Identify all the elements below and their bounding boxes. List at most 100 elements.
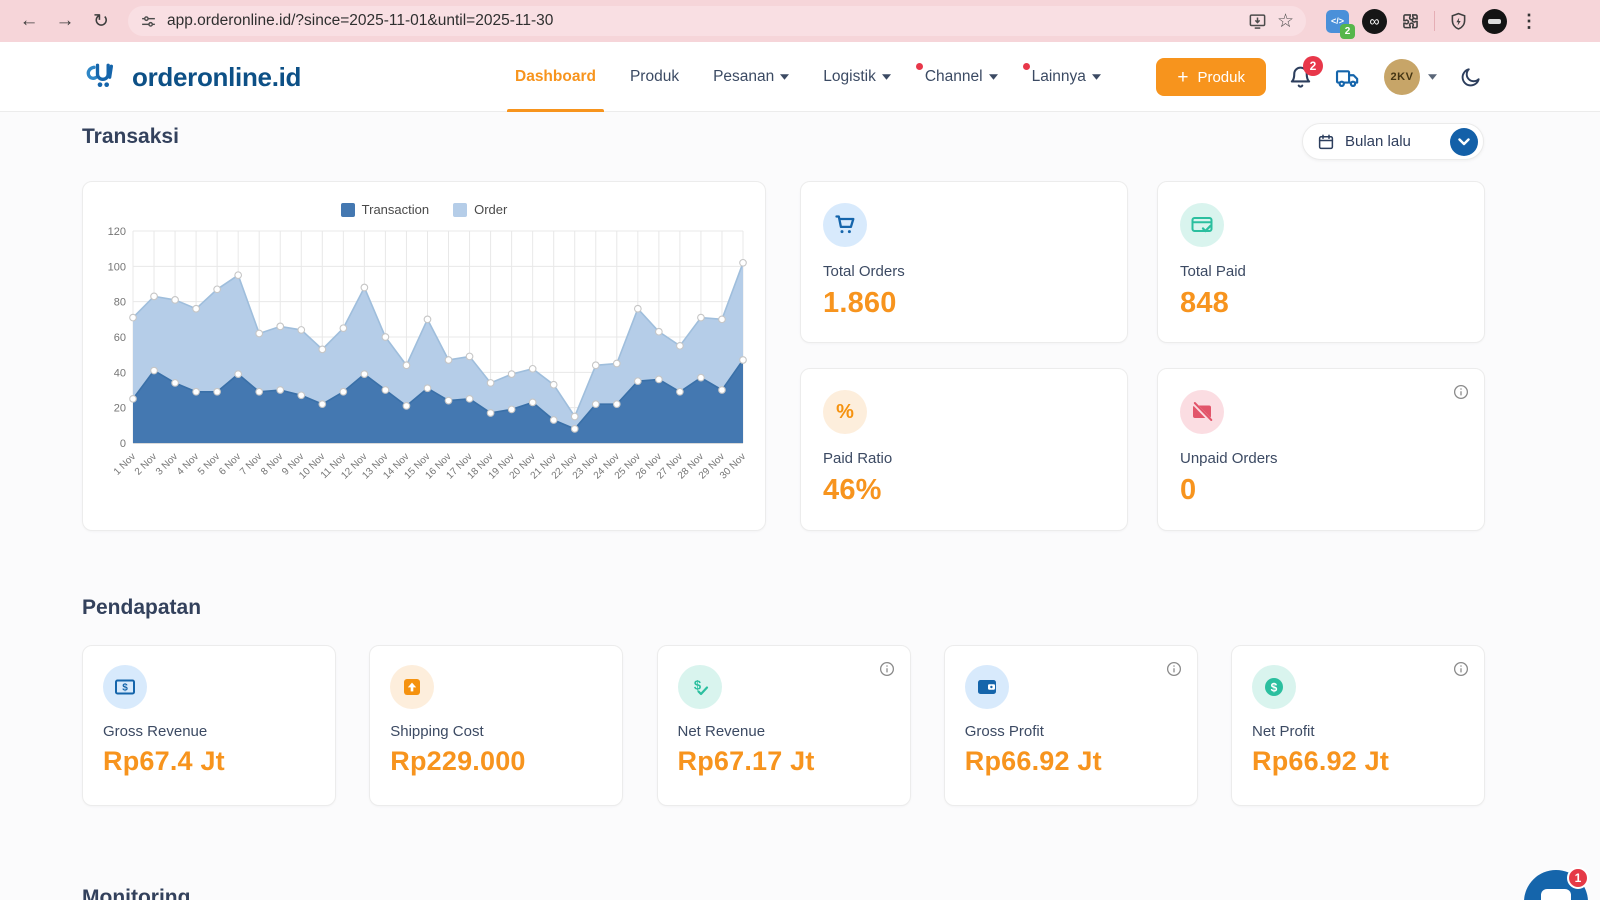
svg-text:20: 20 bbox=[114, 403, 126, 415]
revenue-value: Rp67.4 Jt bbox=[103, 746, 315, 777]
cart-icon bbox=[823, 203, 867, 247]
pendapatan-title: Pendapatan bbox=[82, 596, 201, 620]
stat-label: Total Paid bbox=[1180, 263, 1462, 280]
revenue-value: Rp67.17 Jt bbox=[678, 746, 890, 777]
chevron-down-icon bbox=[882, 74, 891, 80]
svg-text:6 Nov: 6 Nov bbox=[217, 451, 243, 477]
gross-revenue-card: $ Gross Revenue Rp67.4 Jt bbox=[82, 645, 336, 806]
stat-label: Unpaid Orders bbox=[1180, 450, 1462, 467]
round-extension-icon[interactable]: ∞ bbox=[1362, 9, 1387, 34]
date-range-filter[interactable]: Bulan lalu bbox=[1302, 123, 1484, 160]
legend-transaction[interactable]: Transaction bbox=[341, 202, 429, 217]
chart-legend: Transaction Order bbox=[97, 196, 751, 221]
percent-icon: % bbox=[823, 390, 867, 434]
main-nav: Dashboard Produk Pesanan Logistik Channe… bbox=[515, 42, 1101, 112]
svg-text:8 Nov: 8 Nov bbox=[259, 451, 285, 477]
gross-profit-card: Gross Profit Rp66.92 Jt bbox=[944, 645, 1198, 806]
notification-count-badge: 2 bbox=[1303, 56, 1323, 76]
brand-logo[interactable]: orderonline.id bbox=[82, 42, 301, 112]
stat-value: 46% bbox=[823, 474, 1105, 507]
date-filter-expand-button[interactable] bbox=[1450, 128, 1478, 156]
card-check-icon bbox=[1180, 203, 1224, 247]
nav-pesanan[interactable]: Pesanan bbox=[713, 42, 789, 112]
add-product-button[interactable]: + Produk bbox=[1156, 58, 1266, 96]
browser-menu-icon[interactable]: ⋮ bbox=[1520, 11, 1538, 32]
banknote-icon: $ bbox=[103, 665, 147, 709]
stat-label: Paid Ratio bbox=[823, 450, 1105, 467]
nav-produk[interactable]: Produk bbox=[630, 42, 679, 112]
svg-text:$: $ bbox=[122, 683, 128, 694]
nav-dashboard[interactable]: Dashboard bbox=[515, 42, 596, 112]
notifications-button[interactable]: 2 bbox=[1288, 65, 1313, 90]
paid-ratio-card: % Paid Ratio 46% bbox=[800, 368, 1128, 531]
moon-icon bbox=[1459, 66, 1482, 89]
revenue-label: Net Profit bbox=[1252, 723, 1464, 740]
svg-text:60: 60 bbox=[114, 332, 126, 344]
bookmark-star-icon[interactable]: ☆ bbox=[1277, 10, 1294, 33]
dollar-check-icon: $ bbox=[678, 665, 722, 709]
revenue-value: Rp66.92 Jt bbox=[1252, 746, 1464, 777]
info-icon[interactable] bbox=[1452, 383, 1470, 401]
svg-text:80: 80 bbox=[114, 297, 126, 309]
app-window: ← → ↻ app.orderonline.id/?since=2025-11-… bbox=[0, 0, 1600, 900]
nav-channel[interactable]: Channel bbox=[925, 42, 998, 112]
revenue-value: Rp229.000 bbox=[390, 746, 602, 777]
transactions-area-chart: 0204060801001201 Nov2 Nov3 Nov4 Nov5 Nov… bbox=[97, 221, 749, 521]
notification-dot bbox=[916, 63, 923, 70]
svg-text:1 Nov: 1 Nov bbox=[112, 451, 138, 477]
extension-badge: 2 bbox=[1340, 24, 1355, 39]
shipping-button[interactable] bbox=[1335, 64, 1362, 91]
transactions-chart-card: Transaction Order 0204060801001201 Nov2 … bbox=[82, 181, 766, 531]
browser-profile-avatar[interactable] bbox=[1482, 9, 1507, 34]
extensions-puzzle-icon[interactable] bbox=[1400, 11, 1421, 32]
header-actions: + Produk 2 2KV bbox=[1156, 42, 1482, 112]
svg-text:$: $ bbox=[693, 678, 701, 693]
stat-value: 0 bbox=[1180, 474, 1462, 507]
address-bar[interactable]: app.orderonline.id/?since=2025-11-01&unt… bbox=[128, 6, 1306, 36]
svg-text:0: 0 bbox=[120, 438, 126, 450]
net-revenue-card: $ Net Revenue Rp67.17 Jt bbox=[657, 645, 911, 806]
chevron-down-icon bbox=[780, 74, 789, 80]
info-icon[interactable] bbox=[1452, 660, 1470, 678]
user-avatar[interactable]: 2KV bbox=[1384, 59, 1420, 95]
notification-dot bbox=[1023, 63, 1030, 70]
revenue-label: Shipping Cost bbox=[390, 723, 602, 740]
shield-extension-icon[interactable] bbox=[1448, 11, 1469, 32]
chat-unread-badge: 1 bbox=[1567, 867, 1589, 889]
nav-lainnya[interactable]: Lainnya bbox=[1032, 42, 1101, 112]
total-paid-card: Total Paid 848 bbox=[1157, 181, 1485, 343]
svg-text:2 Nov: 2 Nov bbox=[133, 451, 159, 477]
browser-forward-icon[interactable]: → bbox=[50, 6, 80, 36]
shipping-cost-card: Shipping Cost Rp229.000 bbox=[369, 645, 623, 806]
chevron-down-icon bbox=[989, 74, 998, 80]
dollar-coin-icon: $ bbox=[1252, 665, 1296, 709]
net-profit-card: $ Net Profit Rp66.92 Jt bbox=[1231, 645, 1485, 806]
browser-toolbar: ← → ↻ app.orderonline.id/?since=2025-11-… bbox=[0, 0, 1600, 42]
transaksi-title: Transaksi bbox=[82, 125, 179, 149]
truck-icon bbox=[1335, 64, 1362, 91]
app-header: orderonline.id Dashboard Produk Pesanan … bbox=[0, 42, 1600, 112]
total-orders-card: Total Orders 1.860 bbox=[800, 181, 1128, 343]
browser-back-icon[interactable]: ← bbox=[14, 6, 44, 36]
calendar-icon bbox=[1317, 133, 1335, 151]
site-settings-icon[interactable] bbox=[140, 13, 157, 30]
chevron-down-icon bbox=[1458, 138, 1470, 146]
stat-value: 1.860 bbox=[823, 287, 1105, 320]
revenue-value: Rp66.92 Jt bbox=[965, 746, 1177, 777]
info-icon[interactable] bbox=[878, 660, 896, 678]
info-icon[interactable] bbox=[1165, 660, 1183, 678]
monitoring-title: Monitoring bbox=[82, 886, 190, 900]
svg-text:100: 100 bbox=[108, 261, 126, 273]
profile-menu-caret[interactable] bbox=[1428, 74, 1437, 80]
install-app-icon[interactable] bbox=[1248, 12, 1267, 31]
transaction-swatch bbox=[341, 203, 355, 217]
wallet-icon bbox=[965, 665, 1009, 709]
toolbar-divider bbox=[1434, 11, 1435, 31]
browser-reload-icon[interactable]: ↻ bbox=[86, 6, 116, 36]
svg-text:5 Nov: 5 Nov bbox=[196, 451, 222, 477]
legend-order[interactable]: Order bbox=[453, 202, 507, 217]
svg-text:4 Nov: 4 Nov bbox=[175, 451, 201, 477]
dark-mode-toggle[interactable] bbox=[1459, 66, 1482, 89]
nav-logistik[interactable]: Logistik bbox=[823, 42, 891, 112]
code-extension-icon[interactable]: </> 2 bbox=[1326, 10, 1349, 33]
